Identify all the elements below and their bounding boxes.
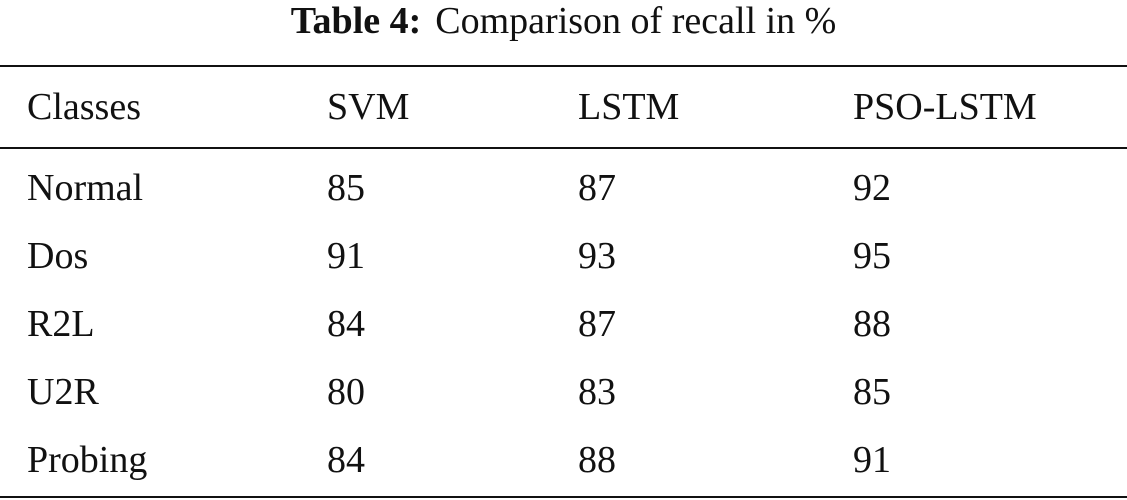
header-cell: Classes xyxy=(27,86,141,128)
cell-value: 92 xyxy=(853,167,891,209)
cell-value: 88 xyxy=(853,303,891,345)
cell-value: 93 xyxy=(578,235,616,277)
row-label: Normal xyxy=(27,167,144,209)
row-label: Probing xyxy=(27,439,148,481)
cell-value: 85 xyxy=(853,371,891,413)
header-cell: PSO-LSTM xyxy=(853,86,1037,128)
header-rule xyxy=(0,147,1127,149)
row-label: R2L xyxy=(27,303,95,345)
cell-value: 88 xyxy=(578,439,616,481)
cell-value: 84 xyxy=(327,439,365,481)
cell-value: 91 xyxy=(327,235,365,277)
top-rule xyxy=(0,65,1127,67)
table-caption: Comparison of recall in % xyxy=(435,0,837,42)
cell-value: 85 xyxy=(327,167,365,209)
cell-value: 91 xyxy=(853,439,891,481)
cell-value: 95 xyxy=(853,235,891,277)
cell-value: 84 xyxy=(327,303,365,345)
table-title: Table 4: Comparison of recall in % xyxy=(0,0,1127,42)
cell-value: 83 xyxy=(578,371,616,413)
header-cell: LSTM xyxy=(578,86,680,128)
cell-value: 80 xyxy=(327,371,365,413)
cell-value: 87 xyxy=(578,303,616,345)
header-cell: SVM xyxy=(327,86,410,128)
row-label: U2R xyxy=(27,371,99,413)
cell-value: 87 xyxy=(578,167,616,209)
bottom-rule xyxy=(0,496,1127,498)
row-label: Dos xyxy=(27,235,89,277)
table-label: Table 4: xyxy=(290,0,422,42)
